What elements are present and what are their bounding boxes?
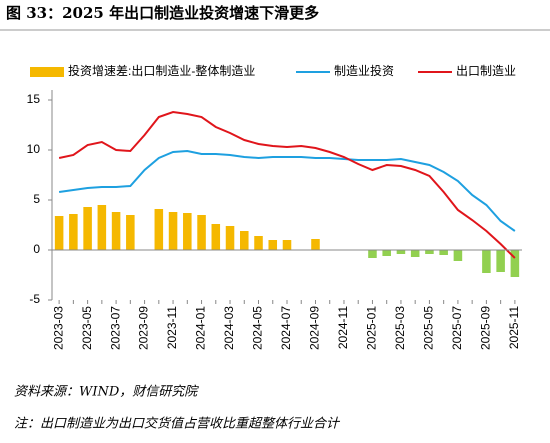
bar <box>83 207 92 250</box>
x-tick-label: 2024-09 <box>308 306 322 350</box>
bar <box>168 212 178 250</box>
bar <box>425 250 434 254</box>
bar <box>410 250 420 257</box>
x-tick-label: 2024-11 <box>336 306 350 349</box>
x-tick-label: 2025-03 <box>393 306 407 350</box>
x-tick-label: 2024-05 <box>251 306 265 350</box>
bar <box>396 250 406 254</box>
x-tick-label: 2023-05 <box>80 306 94 350</box>
chart-title: 图 33：2025 年出口制造业投资增速下滑更多 <box>6 4 319 22</box>
x-tick-label: 2023-11 <box>165 306 179 349</box>
bar <box>510 250 520 277</box>
bar <box>254 236 263 250</box>
bar <box>97 205 107 250</box>
x-tick-label: 2025-09 <box>479 306 493 350</box>
bar <box>154 209 164 250</box>
bar <box>382 250 391 256</box>
x-tick-label: 2023-07 <box>108 306 122 350</box>
bar <box>368 250 377 258</box>
legend-label: 投资增速差:出口制造业-整体制造业 <box>68 63 255 78</box>
bar <box>439 250 448 255</box>
bar <box>453 250 463 261</box>
bar <box>240 231 249 250</box>
bar <box>197 215 206 250</box>
x-tick-label: 2025-01 <box>365 306 379 350</box>
bar <box>183 213 192 250</box>
bar <box>496 250 505 272</box>
x-tick-label: 2025-11 <box>507 306 521 349</box>
y-tick-label: -5 <box>29 292 40 306</box>
x-tick-label: 2023-03 <box>51 306 65 350</box>
source: 资料来源：WIND，财信研究院 <box>14 384 199 400</box>
x-tick-label: 2024-07 <box>279 306 293 350</box>
y-tick-label: 0 <box>33 242 40 256</box>
y-tick-label: 5 <box>33 192 40 206</box>
line <box>58 110 516 259</box>
x-tick-label: 2023-09 <box>137 306 151 350</box>
line <box>58 149 516 232</box>
bar <box>225 226 235 250</box>
bar <box>111 212 121 250</box>
bar <box>311 239 320 250</box>
legend-swatch <box>30 67 64 77</box>
x-tick-label: 2025-07 <box>450 306 464 350</box>
y-tick-label: 10 <box>27 142 41 156</box>
bar <box>282 240 292 250</box>
x-tick-label: 2024-03 <box>222 306 236 350</box>
legend-label: 制造业投资 <box>334 63 394 78</box>
bar <box>126 215 135 250</box>
x-tick-label: 2024-01 <box>194 306 208 350</box>
bar <box>482 250 491 273</box>
bar <box>69 214 78 250</box>
x-tick-label: 2025-05 <box>422 306 436 350</box>
bar <box>268 240 278 250</box>
bar <box>54 216 64 250</box>
note: 注：出口制造业为出口交货值占营收比重超整体行业合计 <box>14 416 341 432</box>
y-tick-label: 15 <box>27 92 41 106</box>
legend-label: 出口制造业 <box>456 64 516 78</box>
bar <box>211 224 221 250</box>
